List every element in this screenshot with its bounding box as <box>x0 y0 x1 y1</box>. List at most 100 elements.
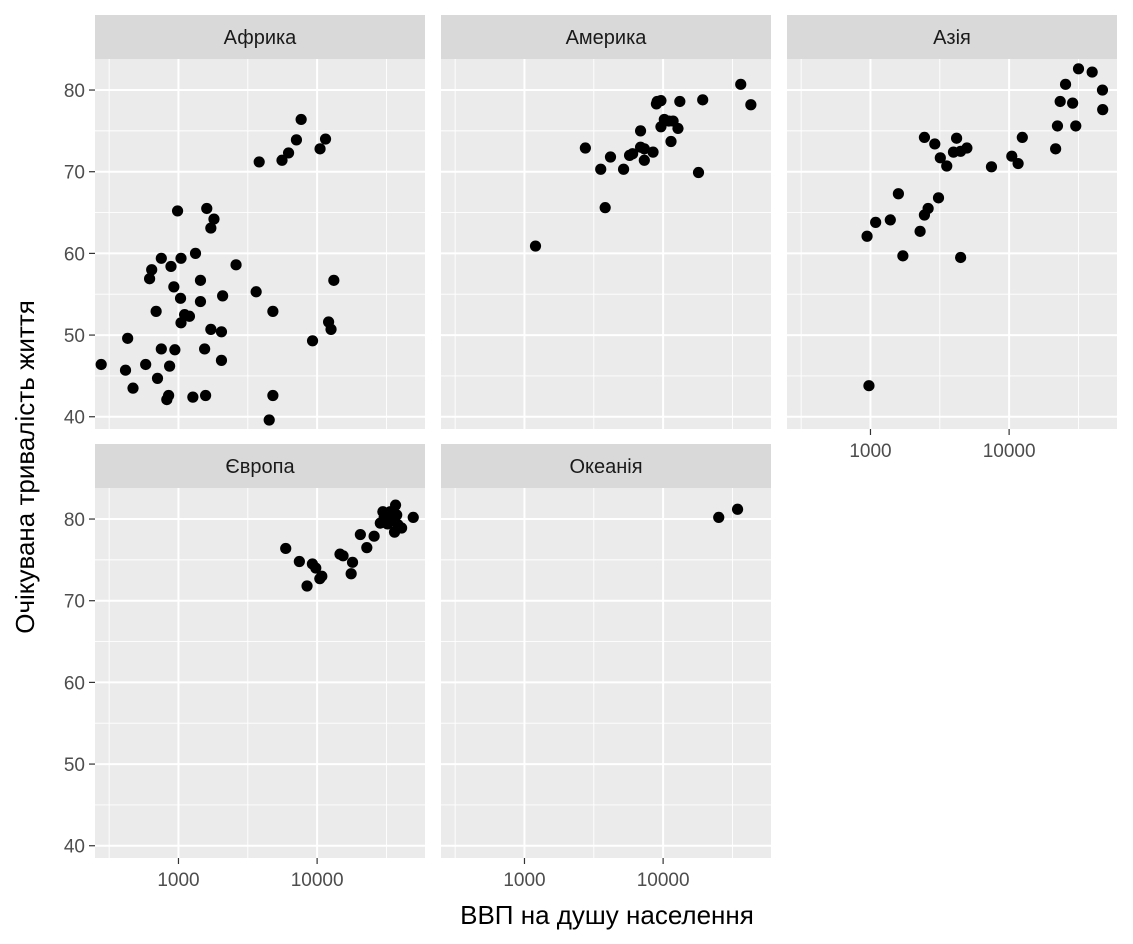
y-tick-label: 80 <box>64 81 85 102</box>
data-point <box>143 273 156 285</box>
data-point <box>634 125 647 137</box>
data-point <box>169 344 181 356</box>
panel-background <box>441 59 771 429</box>
data-point <box>955 251 967 264</box>
data-point <box>253 156 265 168</box>
data-point <box>692 166 705 179</box>
data-point <box>183 310 196 322</box>
data-point <box>314 143 326 155</box>
data-point <box>217 290 229 302</box>
x-tick-label: 1000 <box>503 870 545 891</box>
data-point <box>140 358 152 371</box>
facet-panel: Азія <box>787 15 1117 429</box>
data-point <box>1086 66 1098 78</box>
data-point <box>290 134 303 146</box>
data-point <box>171 205 184 217</box>
data-point <box>189 247 202 259</box>
x-tick-label: 10000 <box>291 870 344 891</box>
data-point <box>345 568 357 580</box>
data-point <box>155 252 167 264</box>
data-point <box>892 188 904 200</box>
facet-strip-label: Європа <box>225 456 295 478</box>
data-point <box>1054 95 1066 108</box>
data-point <box>655 95 667 107</box>
data-point <box>310 562 322 574</box>
facet-strip <box>441 444 771 488</box>
data-point <box>745 99 757 111</box>
x-tick-label: 10000 <box>637 870 690 891</box>
data-point <box>187 391 199 403</box>
data-point <box>918 131 931 144</box>
data-point <box>1051 120 1064 132</box>
data-point <box>617 163 630 175</box>
data-point <box>293 555 305 568</box>
data-point <box>861 230 873 242</box>
data-point <box>361 542 373 554</box>
data-point <box>306 335 319 347</box>
data-point <box>263 414 275 426</box>
data-point <box>1006 150 1018 162</box>
facet-strip <box>95 444 425 488</box>
data-point <box>950 132 963 144</box>
data-point <box>407 511 419 524</box>
data-point <box>215 326 228 338</box>
facet-strip-label: Океанія <box>569 456 642 478</box>
data-point <box>250 286 262 298</box>
facet-strip-label: Африка <box>224 27 298 49</box>
data-point <box>146 264 158 276</box>
data-point <box>1059 78 1072 90</box>
data-point <box>346 556 359 568</box>
data-point <box>941 160 953 172</box>
data-point <box>672 122 684 135</box>
x-tick-label: 1000 <box>157 870 199 891</box>
y-tick-label: 70 <box>64 163 85 184</box>
data-point <box>1067 97 1079 109</box>
data-point <box>127 382 139 394</box>
data-point <box>647 146 659 158</box>
data-point <box>199 389 212 402</box>
facet-strip-label: Америка <box>566 27 648 49</box>
facet-strip <box>787 15 1117 59</box>
data-point <box>595 163 607 175</box>
data-point <box>280 542 292 555</box>
x-axis-title: ВВП на душу населення <box>460 900 754 930</box>
data-point <box>627 148 639 160</box>
data-point <box>665 135 677 148</box>
facet-panel: Європа <box>95 444 425 858</box>
y-tick-label: 70 <box>64 592 85 613</box>
x-tick-label: 1000 <box>849 441 891 462</box>
data-point <box>95 358 107 371</box>
data-point <box>1050 143 1062 155</box>
data-point <box>1096 84 1109 96</box>
y-tick-label: 50 <box>64 755 85 776</box>
facet-strip <box>95 15 425 59</box>
data-point <box>175 252 187 264</box>
data-point <box>985 161 998 173</box>
y-tick-label: 50 <box>64 326 85 347</box>
data-point <box>295 113 307 126</box>
data-point <box>1070 120 1082 132</box>
data-point <box>201 202 213 215</box>
data-point <box>1016 131 1028 144</box>
data-point <box>1072 63 1085 75</box>
data-point <box>929 138 941 150</box>
data-point <box>697 94 709 106</box>
data-point <box>961 142 973 154</box>
y-tick-label: 40 <box>64 408 85 429</box>
data-point <box>194 274 207 286</box>
data-point <box>391 509 403 521</box>
data-point <box>863 380 875 392</box>
data-point <box>914 225 926 237</box>
data-point <box>599 202 611 214</box>
data-point <box>168 281 180 293</box>
data-point <box>922 202 934 215</box>
facet-strip <box>441 15 771 59</box>
panel-background <box>787 59 1117 429</box>
data-point <box>319 133 332 145</box>
data-point <box>337 550 349 562</box>
data-point <box>215 354 228 366</box>
data-point <box>638 154 650 166</box>
data-point <box>150 305 162 317</box>
data-point <box>151 372 164 384</box>
facet-panel: Африка <box>95 15 425 429</box>
